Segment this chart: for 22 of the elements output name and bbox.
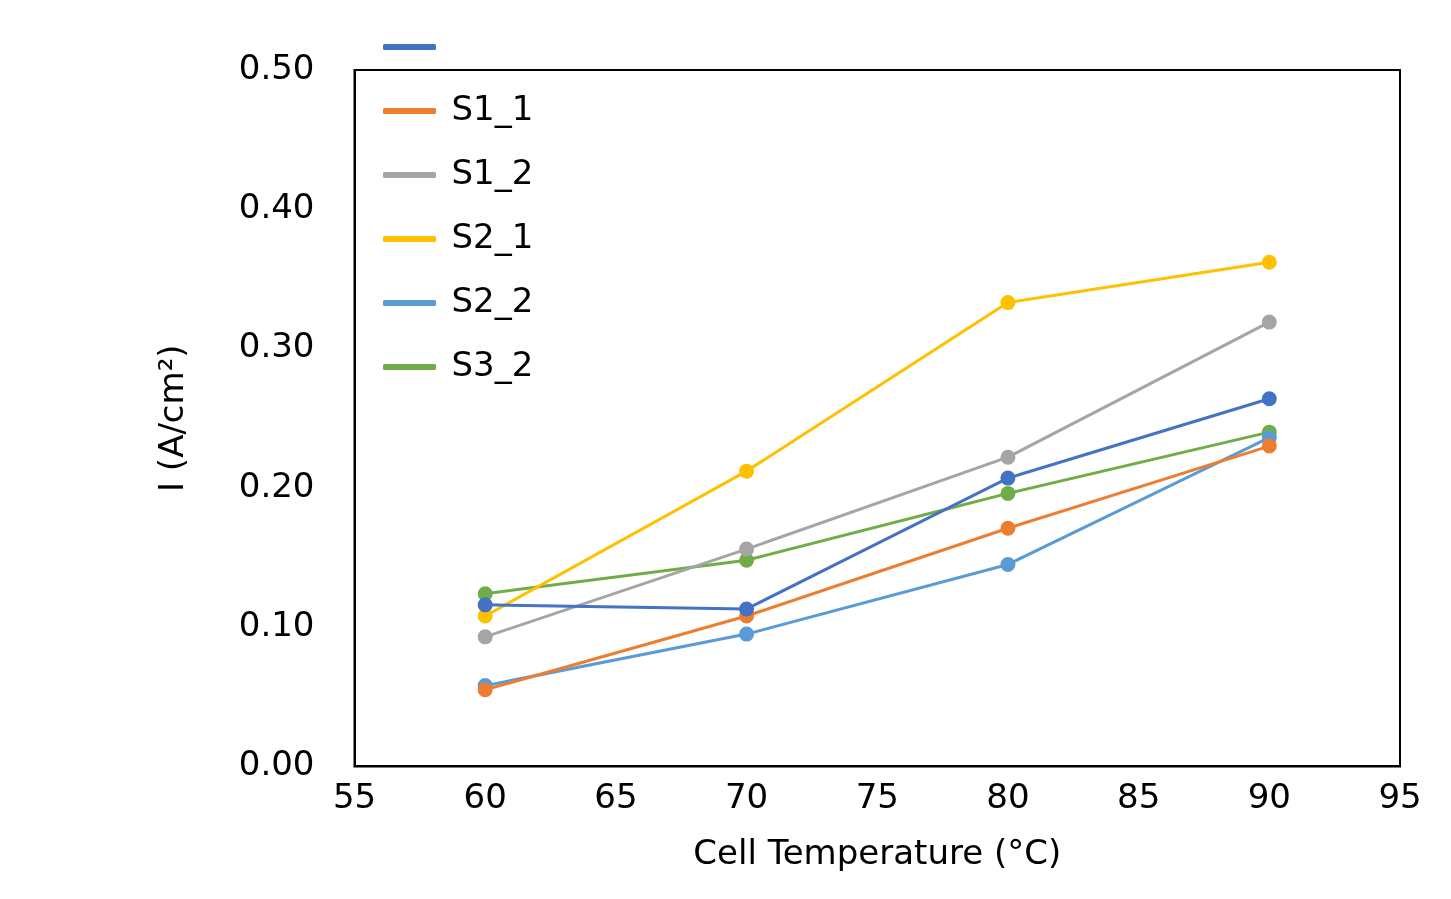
legend-label: S2_1: [451, 215, 534, 256]
x-tick-label: 65: [594, 775, 638, 816]
y-tick-label: 0.30: [238, 325, 315, 366]
y-tick-label: 0.20: [238, 464, 315, 505]
x-tick-label: 55: [332, 775, 377, 816]
x-tick-label: 60: [463, 775, 507, 816]
legend-label: S3_2: [451, 343, 534, 384]
y-tick-label: 0.00: [238, 743, 315, 784]
y-axis-title: I (A/cm²): [151, 344, 192, 492]
legend-label: S1_1: [451, 87, 534, 128]
y-tick-label: 0.40: [238, 186, 315, 227]
x-axis-title: Cell Temperature (°C): [693, 832, 1062, 873]
x-tick-label: 85: [1116, 775, 1161, 816]
legend-label: S2_2: [451, 279, 534, 320]
x-tick-label: 75: [855, 775, 899, 816]
x-tick-label: 90: [1247, 775, 1291, 816]
x-tick-label: 95: [1378, 775, 1422, 816]
legend-label: S1_2: [451, 151, 534, 192]
y-tick-label: 0.50: [238, 46, 315, 87]
x-tick-label: 80: [986, 775, 1030, 816]
y-tick-label: 0.10: [238, 603, 315, 644]
x-tick-label: 70: [724, 775, 769, 816]
